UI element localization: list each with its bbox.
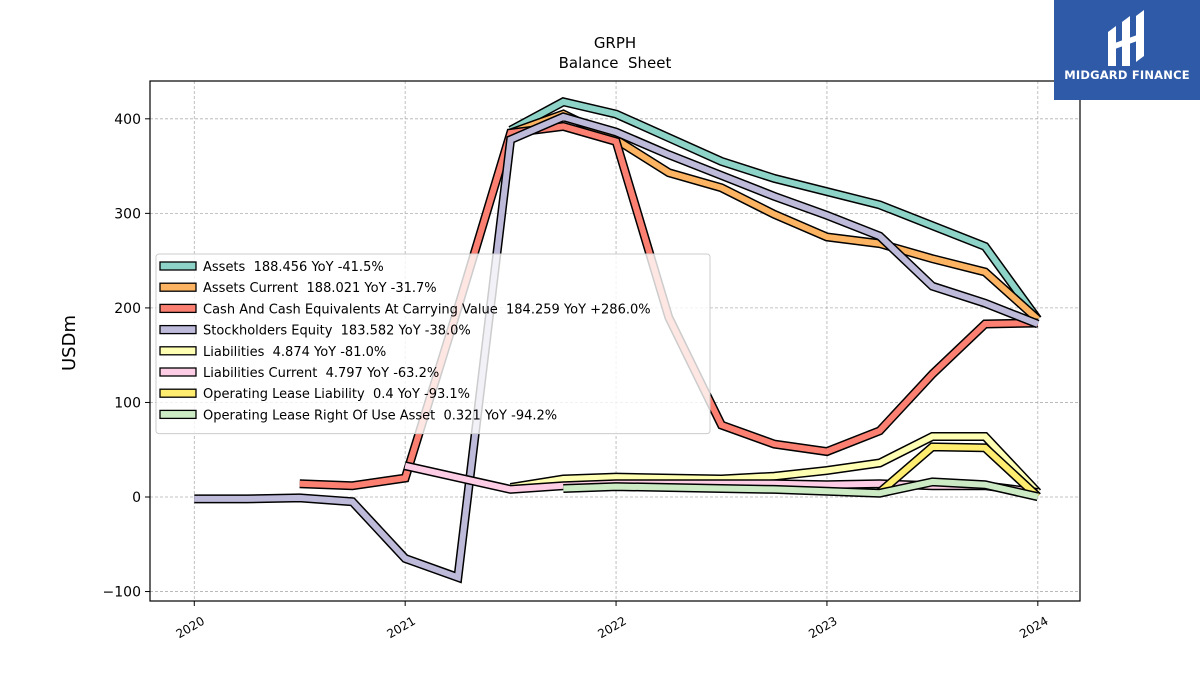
series-line-assets <box>509 98 1041 322</box>
x-tick-label: 2023 <box>806 614 839 641</box>
y-tick-label: 300 <box>114 206 141 222</box>
x-tick-label: 2022 <box>595 614 628 641</box>
logo-text: MIDGARD FINANCE <box>1064 68 1190 82</box>
chart-subtitle: Balance Sheet <box>559 54 672 72</box>
y-tick-label: 400 <box>114 112 141 128</box>
legend-label: Liabilities 4.874 YoY -81.0% <box>203 345 386 360</box>
logo-mark-icon <box>1108 10 1144 66</box>
legend-swatch <box>159 409 197 420</box>
legend-swatch <box>159 324 197 335</box>
legend-label: Assets 188.456 YoY -41.5% <box>203 260 384 275</box>
legend-swatch <box>159 346 197 356</box>
chart-title: GRPH <box>594 34 636 52</box>
legend-label: Assets Current 188.021 YoY -31.7% <box>203 281 437 296</box>
legend-swatch <box>159 367 197 377</box>
series-line-operating-lease-right-of-use-asset <box>563 478 1039 500</box>
series-line-operating-lease-liability <box>877 443 1040 499</box>
x-tick-label: 2020 <box>174 614 207 641</box>
legend-box <box>155 253 711 435</box>
y-tick-label: −100 <box>103 585 141 601</box>
series-line-liabilities <box>510 433 1040 495</box>
y-tick-label: 100 <box>114 395 141 411</box>
legend-swatch <box>159 282 197 292</box>
y-axis-label: USDm <box>59 315 80 371</box>
y-tick-label: 200 <box>114 301 141 317</box>
legend: Assets 188.456 YoY -41.5% Assets Current … <box>155 253 711 435</box>
legend-label: Cash And Cash Equivalents At Carrying Va… <box>203 302 651 317</box>
legend-swatch <box>159 303 197 314</box>
midgard-finance-logo: MIDGARD FINANCE <box>1054 0 1200 100</box>
legend-label: Stockholders Equity 183.582 YoY -38.0% <box>203 324 471 339</box>
series-line-stockholders-equity <box>194 113 1039 582</box>
plot-frame <box>149 80 1081 602</box>
legend-swatch <box>159 388 197 398</box>
legend-label: Liabilities Current 4.797 YoY -63.2% <box>203 366 439 381</box>
x-tick-label: 2024 <box>1017 614 1050 641</box>
x-tick-label: 2021 <box>384 614 417 641</box>
y-tick-label: 0 <box>132 490 141 506</box>
legend-swatch <box>159 261 197 271</box>
legend-label: Operating Lease Right Of Use Asset 0.321… <box>203 408 557 423</box>
legend-label: Operating Lease Liability 0.4 YoY -93.1% <box>203 387 470 402</box>
